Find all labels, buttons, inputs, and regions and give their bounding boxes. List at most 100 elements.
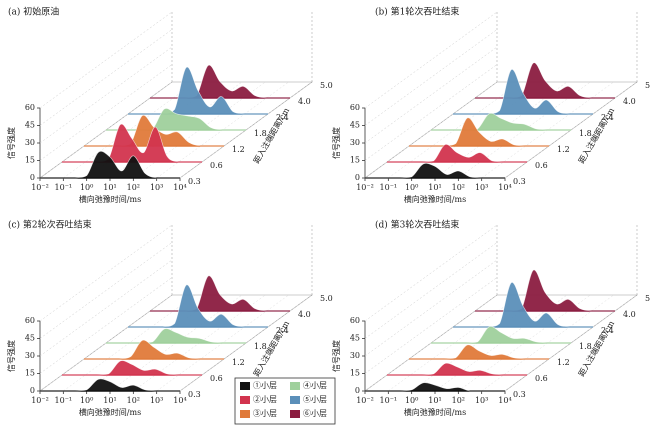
slice-outline	[106, 108, 246, 131]
grid-line	[364, 224, 498, 322]
slice-outline	[409, 117, 549, 147]
y-tick-label: 0	[355, 173, 360, 182]
x-tick-label: 10⁴	[498, 183, 511, 192]
legend: ①小层 ②小层 ③小层 ④小层 ⑤小层 ⑥小层	[234, 377, 336, 425]
x-tick-label: 10²	[452, 396, 465, 405]
x-tick-label: 10³	[150, 183, 163, 192]
legend-label: ①小层	[253, 381, 277, 390]
slice-outline	[387, 362, 527, 376]
slice-fill	[106, 108, 246, 130]
x-tick-label: 10⁻¹	[380, 396, 398, 405]
y-axis-label: 信号强度	[331, 340, 341, 372]
panel-title: (b) 第1轮次吞吐结束	[375, 6, 459, 18]
x-axis-label: 横向弛豫时间/ms	[404, 194, 466, 204]
legend-swatch	[240, 410, 250, 418]
depth-tick-label: 0.3	[188, 390, 201, 399]
slice-fill	[150, 275, 290, 311]
depth-tick-label: 2.4	[276, 326, 289, 335]
depth-tick-label: 0.3	[513, 390, 526, 399]
grid-line	[364, 64, 498, 161]
x-axis-label: 横向弛豫时间/ms	[404, 407, 466, 417]
slice-fill	[106, 328, 246, 343]
slice-fill	[62, 360, 202, 375]
slice-fill	[365, 163, 505, 178]
slice-fill	[453, 282, 593, 327]
slice-outline	[84, 114, 224, 147]
slice-outline	[387, 144, 527, 163]
slice-outline	[365, 163, 505, 179]
y-tick-label: 30	[25, 351, 35, 360]
x-tick-label: 10¹	[428, 183, 441, 192]
slice-outline	[150, 275, 290, 312]
depth-tick-label: 1.2	[232, 358, 245, 367]
slice-fill	[409, 117, 549, 146]
x-tick-label: 10³	[150, 396, 163, 405]
y-tick-label: 15	[350, 156, 360, 165]
depth-tick-label: 0.6	[535, 374, 548, 383]
slice-outline	[62, 360, 202, 376]
slice-fill	[128, 284, 268, 327]
slice-outline	[62, 123, 202, 163]
slice-fill	[150, 65, 290, 98]
slice-outline	[150, 64, 290, 99]
grid-line	[364, 259, 498, 357]
grid-line	[364, 11, 498, 109]
depth-tick-label: 1.2	[557, 358, 570, 367]
x-tick-label: 10¹	[103, 396, 116, 405]
slice-fill	[128, 67, 268, 114]
slice-fill	[475, 62, 615, 98]
slice-outline	[106, 328, 246, 344]
depth-tick-label: 2.4	[601, 113, 614, 122]
grid-line	[39, 64, 173, 161]
legend-label: ④小层	[303, 381, 327, 390]
x-tick-label: 10²	[127, 396, 140, 405]
grid-line	[39, 242, 173, 339]
x-tick-label: 10⁰	[80, 396, 93, 405]
depth-tick-label: 1.2	[557, 145, 570, 154]
depth-tick-label: 0.3	[513, 177, 526, 186]
y-tick-label: 15	[25, 156, 35, 165]
y-tick-label: 15	[350, 369, 360, 378]
x-axis-label: 横向弛豫时间/ms	[79, 407, 141, 417]
slice-outline	[475, 62, 615, 99]
legend-label: ⑥小层	[303, 409, 327, 418]
slice-fill	[431, 113, 571, 130]
slice-fill	[84, 340, 224, 359]
slice-fill	[387, 144, 527, 162]
x-tick-label: 10¹	[428, 396, 441, 405]
grid-line	[39, 46, 173, 144]
depth-tick-label: 1.8	[579, 342, 592, 351]
y-axis-label: 信号强度	[331, 127, 341, 159]
legend-label: ②小层	[253, 395, 277, 404]
depth-tick-label: 4.0	[298, 310, 311, 319]
y-tick-label: 30	[25, 138, 35, 147]
x-tick-label: 10⁰	[80, 183, 93, 192]
depth-tick-label: 2.4	[276, 113, 289, 122]
legend-swatch	[240, 396, 250, 404]
grid-line	[39, 259, 173, 357]
depth-tick-label: 1.8	[254, 129, 267, 138]
x-tick-label: 10²	[452, 183, 465, 192]
legend-swatch	[240, 382, 250, 390]
y-tick-label: 60	[350, 103, 360, 112]
slice-outline	[128, 66, 268, 115]
y-tick-label: 0	[30, 173, 35, 182]
y-tick-label: 45	[25, 121, 35, 130]
grid-line	[364, 29, 498, 126]
x-tick-label: 10⁻²	[356, 396, 374, 405]
slice-outline	[475, 269, 615, 312]
legend-box	[234, 377, 336, 425]
y-tick-label: 45	[350, 334, 360, 343]
x-tick-label: 10⁻²	[356, 183, 374, 192]
slice-fill	[40, 378, 180, 391]
slice-outline	[40, 378, 180, 392]
slice-fill	[409, 344, 549, 359]
y-tick-label: 30	[350, 138, 360, 147]
y-tick-label: 45	[350, 121, 360, 130]
x-tick-label: 10⁻¹	[55, 396, 73, 405]
slice-fill	[62, 124, 202, 162]
y-axis-label: 信号强度	[6, 127, 16, 159]
